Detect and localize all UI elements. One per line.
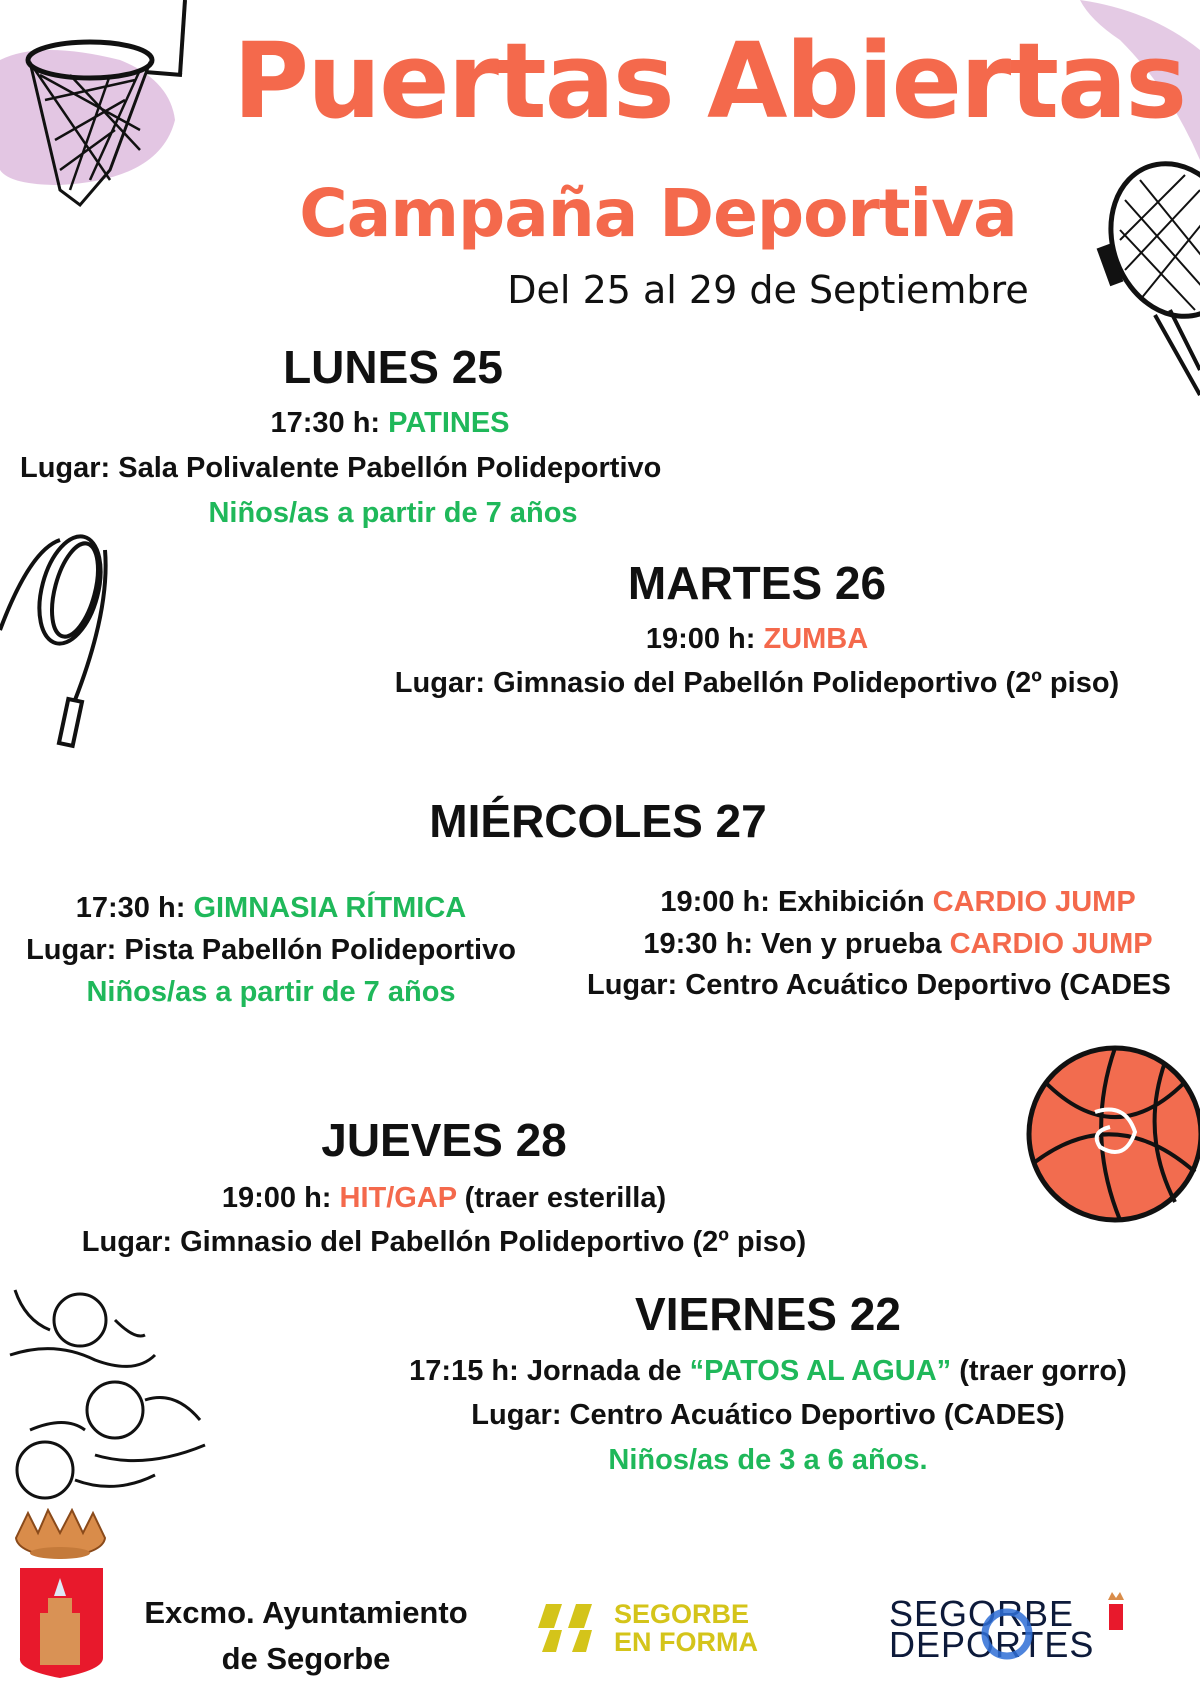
martes-activity-line: 19:00 h: ZUMBA (646, 623, 868, 656)
basketball-icon (1026, 1045, 1200, 1223)
forma-line2: EN FORMA (614, 1627, 758, 1657)
tennis-racket-icon (1096, 161, 1200, 396)
miercoles-right-line1: 19:00 h: Exhibición CARDIO JUMP (660, 886, 1135, 919)
activity-name: “PATOS AL AGUA” (689, 1355, 952, 1387)
paint-smudge-icon (1080, 0, 1200, 160)
activity-name: HIT/GAP (339, 1182, 457, 1214)
day-title-viernes: VIERNES 22 (635, 1288, 901, 1340)
segorbe-crest-icon (14, 1508, 107, 1678)
activity-name: ZUMBA (763, 623, 869, 655)
activity-time: 19:00 h: Exhibición (660, 886, 933, 918)
activity-time: 19:30 h: Ven y prueba (643, 928, 950, 960)
activity-name: PATINES (388, 407, 510, 439)
miercoles-right-line2: 19:30 h: Ven y prueba CARDIO JUMP (643, 928, 1152, 961)
activity-time: 17:30 h: (75, 892, 194, 924)
viernes-activity-line: 17:15 h: Jornada de “PATOS AL AGUA” (tra… (409, 1355, 1127, 1388)
forma-line1: SEGORBE (614, 1599, 750, 1629)
day-title-jueves: JUEVES 28 (321, 1114, 567, 1166)
basketball-hoop-icon (0, 0, 187, 208)
kids-swimming-icon (9, 1289, 206, 1500)
ayuntamiento-label: Excmo. Ayuntamiento de Segorbe (144, 1590, 467, 1682)
activity-name: CARDIO JUMP (932, 886, 1136, 918)
day-title-lunes: LUNES 25 (283, 341, 503, 393)
lunes-activity-line: 17:30 h: PATINES (270, 407, 509, 440)
activity-note: (traer gorro) (951, 1355, 1127, 1387)
segorbe-deportes-logo: SEGORBE DEPORTES (889, 1592, 1139, 1664)
date-range: Del 25 al 29 de Septiembre (507, 268, 1029, 312)
miercoles-left-note: Niños/as a partir de 7 años (86, 976, 456, 1008)
activity-name: GIMNASIA RÍTMICA (193, 892, 467, 924)
martes-place: Lugar: Gimnasio del Pabellón Polideporti… (394, 667, 1120, 699)
viernes-note: Niños/as de 3 a 6 años. (608, 1444, 928, 1476)
jueves-place: Lugar: Gimnasio del Pabellón Polideporti… (81, 1226, 807, 1258)
mini-crest-icon (1108, 1592, 1124, 1630)
lunes-note: Niños/as a partir de 7 años (208, 497, 578, 529)
deportes-line1: SEGORBE (889, 1593, 1075, 1634)
activity-time: 19:00 h: (645, 623, 764, 655)
miercoles-right-place: Lugar: Centro Acuático Deportivo (CADES (587, 969, 1171, 1001)
ring-icon (981, 1608, 1033, 1660)
page-title: Puertas Abiertas (232, 20, 1187, 142)
ayuntamiento-line1: Excmo. Ayuntamiento (144, 1595, 468, 1630)
miercoles-left-activity: 17:30 h: GIMNASIA RÍTMICA (76, 892, 466, 925)
day-title-martes: MARTES 26 (627, 557, 887, 609)
jump-rope-icon (0, 534, 108, 749)
segorbe-en-forma-mark-icon (538, 1604, 592, 1652)
activity-note: (traer esterilla) (456, 1182, 667, 1214)
page-subtitle: Campaña Deportiva (299, 175, 1017, 252)
ayuntamiento-line2: de Segorbe (221, 1641, 391, 1676)
lunes-place: Lugar: Sala Polivalente Pabellón Polidep… (20, 452, 662, 484)
day-title-miercoles: MIÉRCOLES 27 (429, 795, 767, 847)
activity-name: CARDIO JUMP (949, 928, 1153, 960)
miercoles-left-place: Lugar: Pista Pabellón Polideportivo (26, 934, 516, 966)
activity-time: 17:30 h: (270, 407, 389, 439)
activity-time: 19:00 h: (221, 1182, 340, 1214)
activity-time: 17:15 h: Jornada de (409, 1355, 690, 1387)
viernes-place: Lugar: Centro Acuático Deportivo (CADES) (471, 1399, 1065, 1431)
jueves-activity-line: 19:00 h: HIT/GAP (traer esterilla) (222, 1182, 666, 1215)
